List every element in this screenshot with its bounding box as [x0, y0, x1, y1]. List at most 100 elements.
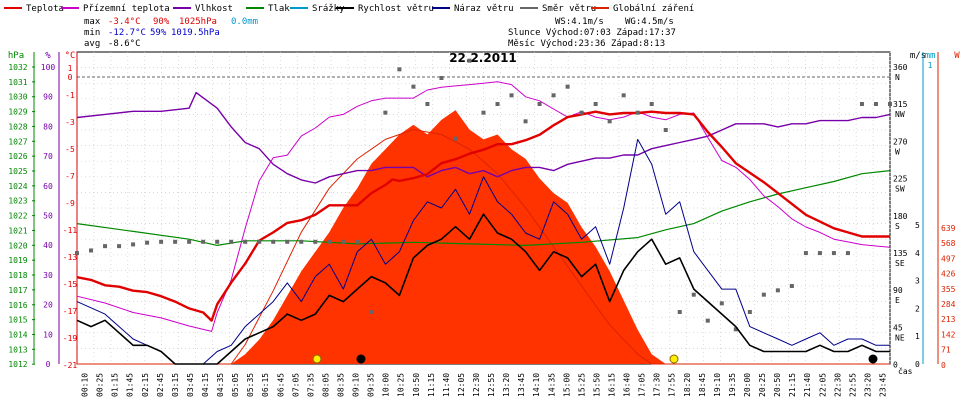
- wind-direction-point: [775, 288, 780, 293]
- stat-moon: Měsíc Východ:23:36 Západ:8:13: [508, 39, 665, 49]
- dir-tick: 225: [893, 175, 908, 184]
- wind-direction-point: [481, 110, 486, 115]
- wind-direction-point: [173, 239, 178, 244]
- w-tick: 142: [941, 330, 956, 339]
- degc-tick: -1: [65, 91, 75, 100]
- time-tick: 19:35: [728, 373, 737, 397]
- time-tick: 02:15: [141, 373, 150, 397]
- wind-direction-point: [859, 102, 864, 106]
- degc-tick: -5: [65, 145, 75, 154]
- hpa-tick: 1018: [8, 271, 27, 280]
- pct-tick: 80: [43, 122, 53, 131]
- w-axis-label: W: [954, 51, 960, 61]
- dir-tick-compass: NW: [895, 110, 905, 119]
- time-tick: 17:30: [653, 373, 662, 397]
- time-tick: 23:45: [879, 373, 888, 397]
- wind-direction-point: [467, 58, 472, 63]
- time-tick: 03:15: [171, 373, 180, 397]
- time-tick: 20:50: [773, 373, 782, 397]
- wind-direction-point: [383, 110, 388, 115]
- degc-tick: -9: [65, 199, 75, 208]
- time-tick: 17:55: [668, 373, 677, 397]
- pct-tick: 20: [43, 301, 53, 310]
- time-tick: 00:25: [96, 373, 105, 397]
- wind-direction-point: [649, 102, 654, 106]
- time-tick: 09:10: [352, 373, 361, 397]
- time-tick: 10:25: [397, 373, 406, 397]
- legend-label: Náraz větru: [454, 4, 514, 14]
- dir-tick: 135: [893, 249, 908, 258]
- degc-tick: -17: [63, 307, 78, 316]
- wind-direction-point: [75, 251, 79, 256]
- time-tick: 11:40: [442, 373, 451, 397]
- hpa-tick: 1014: [8, 330, 27, 339]
- wind-direction-point: [285, 239, 290, 244]
- stat-min-label: min: [84, 28, 100, 38]
- pct-tick: 100: [41, 63, 56, 72]
- hpa-tick: 1021: [8, 226, 27, 235]
- time-tick: 17:05: [638, 373, 647, 397]
- pct-axis-label: %: [45, 51, 51, 61]
- hpa-tick: 1016: [8, 301, 27, 310]
- stat-min-press: 1019.5hPa: [171, 28, 220, 38]
- dir-tick-compass: E: [895, 296, 900, 305]
- ms-tick: 1: [915, 332, 920, 341]
- stat-min-hum: 59%: [150, 28, 167, 38]
- w-tick: 426: [941, 270, 956, 279]
- stat-max-temp: -3.4°C: [108, 17, 141, 27]
- ms-tick: 2: [915, 304, 920, 313]
- hpa-tick: 1026: [8, 152, 27, 161]
- time-tick: 16:40: [623, 373, 632, 397]
- dir-tick: 270: [893, 137, 908, 146]
- stat-max-press: 1025hPa: [179, 17, 217, 27]
- time-tick: 05:05: [231, 373, 240, 397]
- stat-max-hum: 90%: [153, 17, 170, 27]
- wind-direction-point: [425, 102, 430, 106]
- dir-tick-compass: NE: [895, 333, 905, 342]
- legend-label: Přízemní teplota: [83, 4, 170, 14]
- legend-label: Globální záření: [613, 4, 694, 14]
- stat-wg: WG:4.5m/s: [625, 17, 674, 27]
- time-tick: 20:25: [758, 373, 767, 397]
- dir-tick: 360: [893, 63, 908, 72]
- time-tick: 23:20: [863, 373, 872, 397]
- time-tick: 06:15: [261, 373, 270, 397]
- mm-tick: 1: [928, 61, 933, 70]
- time-tick: 07:05: [291, 373, 300, 397]
- wind-direction-point: [187, 239, 192, 244]
- wind-direction-point: [341, 239, 346, 244]
- wind-direction-point: [817, 251, 822, 256]
- hpa-tick: 1025: [8, 167, 27, 176]
- stat-avg-temp: -8.6°C: [108, 39, 141, 49]
- time-tick: 07:35: [306, 373, 315, 397]
- time-tick: 10:00: [382, 373, 391, 397]
- dir-tick: 45: [893, 323, 903, 332]
- wind-direction-point: [117, 244, 122, 249]
- pct-tick: 50: [43, 212, 53, 221]
- wind-direction-point: [243, 239, 248, 244]
- wind-direction-point: [537, 102, 542, 106]
- time-tick: 00:10: [81, 373, 90, 397]
- time-tick: 04:15: [201, 373, 210, 397]
- moonset-marker: [356, 354, 366, 364]
- time-tick: 22:55: [848, 373, 857, 397]
- legend-label: Tlak: [268, 4, 290, 14]
- wind-speed-line: [76, 213, 890, 365]
- w-tick: 284: [941, 300, 956, 309]
- dir-tick-compass: SW: [895, 185, 905, 194]
- sunrise-marker: [312, 354, 322, 364]
- ms-tick: 5: [915, 221, 920, 230]
- wind-direction-point: [369, 310, 374, 314]
- wind-direction-point: [509, 93, 514, 98]
- w-tick: 639: [941, 224, 956, 233]
- wind-direction-point: [495, 102, 500, 106]
- time-tick: 12:05: [457, 373, 466, 397]
- stat-avg-label: avg: [84, 39, 100, 49]
- time-tick: 19:10: [713, 373, 722, 397]
- wind-direction-point: [873, 102, 878, 106]
- wind-direction-point: [145, 240, 150, 245]
- ms-tick: 4: [915, 249, 920, 258]
- degc-tick: -11: [63, 226, 78, 235]
- dir-tick-compass: S: [895, 222, 900, 231]
